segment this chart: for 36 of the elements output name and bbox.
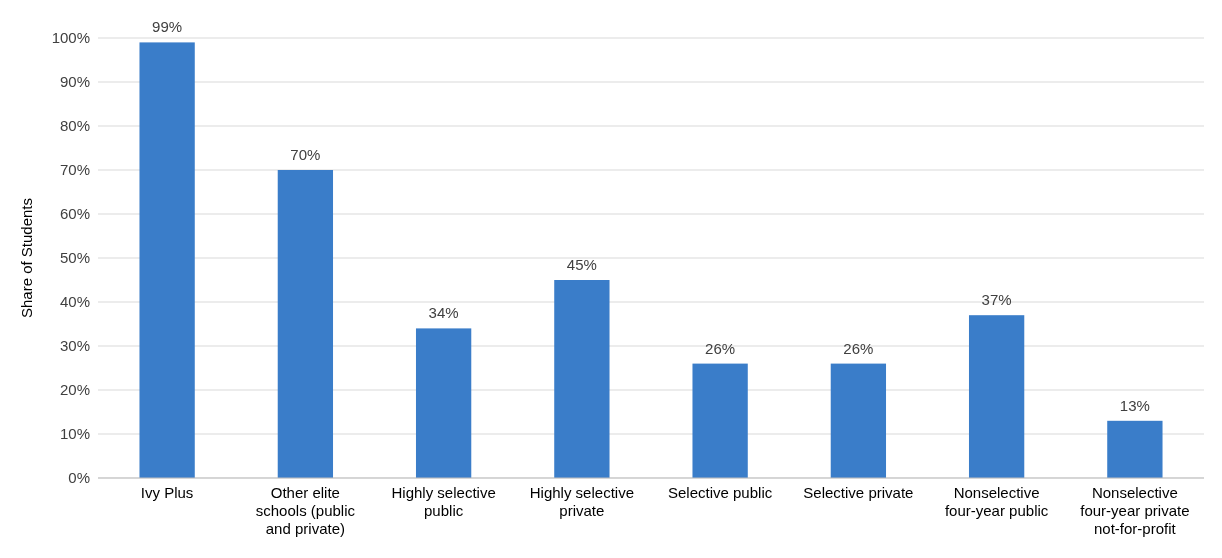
bar <box>692 363 748 478</box>
x-tick-label: Selective private <box>803 484 914 501</box>
bar <box>554 280 610 478</box>
bar <box>830 363 887 478</box>
bar <box>277 170 334 478</box>
y-tick-label: 40% <box>59 293 90 311</box>
data-label: 34% <box>428 304 459 322</box>
x-tick-label: Nonselective four-year public <box>944 484 1049 519</box>
data-label: 37% <box>981 291 1012 309</box>
y-tick-label: 50% <box>59 249 90 267</box>
y-tick-label: 60% <box>59 205 90 223</box>
data-label: 99% <box>152 18 183 36</box>
data-label: 70% <box>290 146 321 163</box>
y-tick-label: 30% <box>59 337 90 355</box>
y-axis-title: Share of Students <box>18 197 35 319</box>
y-tick-label: 20% <box>59 381 90 399</box>
y-tick-label: 90% <box>59 73 90 91</box>
data-label: 26% <box>843 339 874 357</box>
y-tick-label: 100% <box>51 29 90 47</box>
data-label: 13% <box>1119 396 1150 414</box>
bar <box>1107 420 1163 478</box>
x-tick-label: Highly selective public <box>391 484 496 519</box>
y-tick-label: 10% <box>59 425 90 443</box>
x-tick-label: Selective public <box>668 484 773 501</box>
y-tick-label: 0% <box>68 469 90 487</box>
bar <box>415 328 472 478</box>
x-tick-label: Nonselective four-year private not-for-profit <box>1080 484 1190 537</box>
data-label: 26% <box>705 339 736 357</box>
y-tick-label: 80% <box>59 117 90 135</box>
y-tick-label: 70% <box>59 161 90 179</box>
data-label: 45% <box>566 256 597 273</box>
x-tick-label: Ivy Plus <box>140 484 194 501</box>
x-tick-label: Other elite schools (public and private) <box>255 484 356 537</box>
bar <box>968 315 1025 478</box>
x-tick-label: Highly selective private <box>529 484 634 519</box>
bar <box>139 42 195 478</box>
